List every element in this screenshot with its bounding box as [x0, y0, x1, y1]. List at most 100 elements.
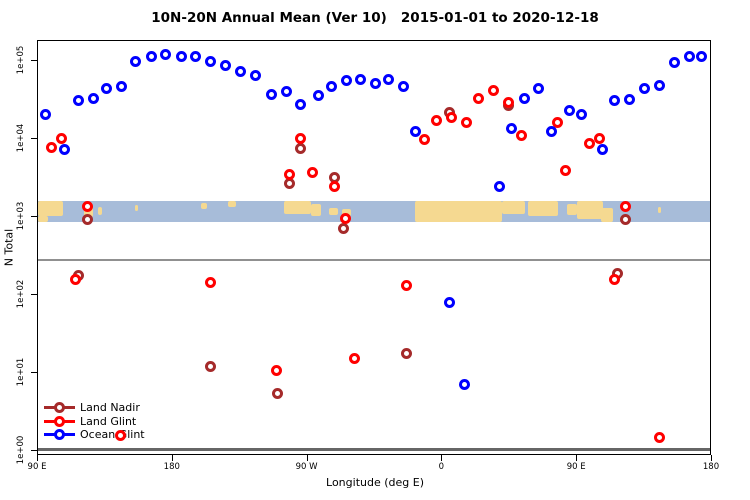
- data-point-ocean-glint: [519, 92, 531, 104]
- land-patch: [502, 200, 525, 214]
- land-patch: [135, 205, 139, 211]
- data-point-land-glint: [284, 168, 296, 180]
- data-point-ocean-glint: [59, 143, 71, 155]
- data-point-ocean-glint: [444, 297, 456, 309]
- legend-marker-icon: [54, 429, 65, 440]
- data-point-land-glint: [306, 166, 318, 178]
- y-axis-tick-label: 1e+00: [16, 435, 26, 465]
- data-point-ocean-glint: [696, 50, 707, 62]
- data-point-land-glint: [559, 164, 571, 176]
- plot-area: [37, 40, 711, 455]
- data-point-land-nadir: [619, 214, 631, 226]
- legend-label: Land Nadir: [80, 401, 140, 414]
- chart-title: 10N-20N Annual Mean (Ver 10) 2015-01-01 …: [151, 10, 599, 26]
- data-point-land-glint: [418, 134, 430, 146]
- data-point-land-glint: [619, 200, 631, 212]
- legend-label: Land Glint: [80, 414, 137, 428]
- land-patch: [328, 208, 338, 215]
- data-point-ocean-glint: [87, 92, 99, 104]
- x-axis-tick-label: 90 E: [566, 462, 586, 472]
- legend-item: Ocean Glint: [44, 428, 204, 442]
- reference-line: [38, 258, 710, 261]
- data-point-ocean-glint: [326, 80, 338, 92]
- legend: Land Nadir Land Glint Ocean Glint: [44, 401, 204, 442]
- data-point-ocean-glint: [146, 50, 158, 62]
- legend-marker-icon: [54, 415, 65, 427]
- data-point-ocean-glint: [397, 81, 409, 93]
- data-point-land-glint: [460, 116, 472, 128]
- data-point-ocean-glint: [266, 88, 278, 100]
- data-point-land-glint: [445, 112, 457, 124]
- land-patch: [97, 207, 103, 215]
- land-patch: [228, 200, 236, 208]
- data-point-land-glint: [114, 429, 126, 441]
- data-point-ocean-glint: [564, 104, 576, 116]
- data-point-ocean-glint: [341, 74, 353, 86]
- land-patch: [577, 200, 603, 220]
- reference-line: [38, 447, 710, 451]
- data-point-ocean-glint: [354, 73, 366, 85]
- data-point-land-nadir: [294, 142, 306, 154]
- data-point-ocean-glint: [249, 69, 261, 81]
- land-patch: [527, 200, 558, 216]
- data-point-ocean-glint: [129, 56, 141, 68]
- land-patch: [201, 202, 208, 209]
- data-point-ocean-glint: [597, 143, 609, 155]
- land-patch: [310, 204, 322, 216]
- world-map-band: [38, 200, 710, 223]
- data-point-ocean-glint: [576, 108, 588, 120]
- x-axis-tick-label: 90 E: [27, 462, 47, 472]
- data-point-land-glint: [594, 133, 606, 145]
- land-patch: [38, 216, 49, 223]
- land-patch: [566, 204, 578, 215]
- y-axis-tick-label: 1e+04: [16, 123, 26, 152]
- land-patch: [38, 200, 64, 216]
- y-axis-tick: [31, 59, 37, 61]
- data-point-land-glint: [339, 213, 351, 225]
- y-axis-tick-label: 1e+01: [16, 357, 26, 387]
- x-axis-tick: [441, 455, 443, 461]
- data-point-land-glint: [516, 130, 528, 142]
- y-axis-tick-label: 1e+02: [16, 279, 26, 309]
- data-point-ocean-glint: [159, 49, 171, 61]
- x-axis-tick: [306, 455, 308, 461]
- data-point-land-glint: [294, 133, 306, 145]
- x-axis-tick-label: 0: [438, 462, 445, 472]
- data-point-land-nadir: [338, 223, 350, 235]
- x-axis-tick-label: 90 W: [295, 462, 318, 472]
- data-point-ocean-glint: [532, 83, 544, 95]
- x-axis-tick-label: 180: [702, 462, 720, 472]
- data-point-land-glint: [400, 279, 412, 291]
- data-point-land-glint: [502, 96, 514, 108]
- data-point-land-glint: [430, 114, 442, 126]
- data-point-land-glint: [56, 133, 68, 145]
- land-patch: [658, 207, 662, 213]
- data-point-ocean-glint: [669, 57, 681, 69]
- data-point-land-glint: [270, 365, 282, 377]
- data-point-ocean-glint: [189, 51, 201, 63]
- data-point-ocean-glint: [312, 89, 324, 101]
- x-axis-tick: [171, 455, 173, 461]
- data-point-land-nadir: [204, 361, 216, 373]
- x-axis-tick: [37, 455, 38, 461]
- data-point-ocean-glint: [609, 94, 621, 106]
- data-point-land-glint: [348, 352, 360, 364]
- data-point-ocean-glint: [654, 79, 666, 91]
- data-point-land-glint: [654, 431, 666, 443]
- data-point-land-glint: [81, 200, 93, 212]
- data-point-ocean-glint: [684, 51, 696, 63]
- x-axis-tick: [711, 455, 712, 461]
- y-axis-tick-label: 1e+03: [16, 201, 26, 230]
- data-point-ocean-glint: [101, 83, 113, 95]
- x-axis-tick-label: 180: [163, 462, 180, 472]
- x-axis-title: Longitude (deg E): [326, 476, 424, 489]
- data-point-ocean-glint: [459, 379, 471, 391]
- x-axis-tick: [576, 455, 578, 461]
- land-patch: [342, 209, 352, 216]
- y-axis-title: N Total: [2, 228, 16, 267]
- data-point-ocean-glint: [294, 98, 306, 110]
- data-point-land-nadir: [400, 348, 412, 360]
- data-point-ocean-glint: [505, 122, 517, 134]
- data-point-land-glint: [472, 92, 484, 104]
